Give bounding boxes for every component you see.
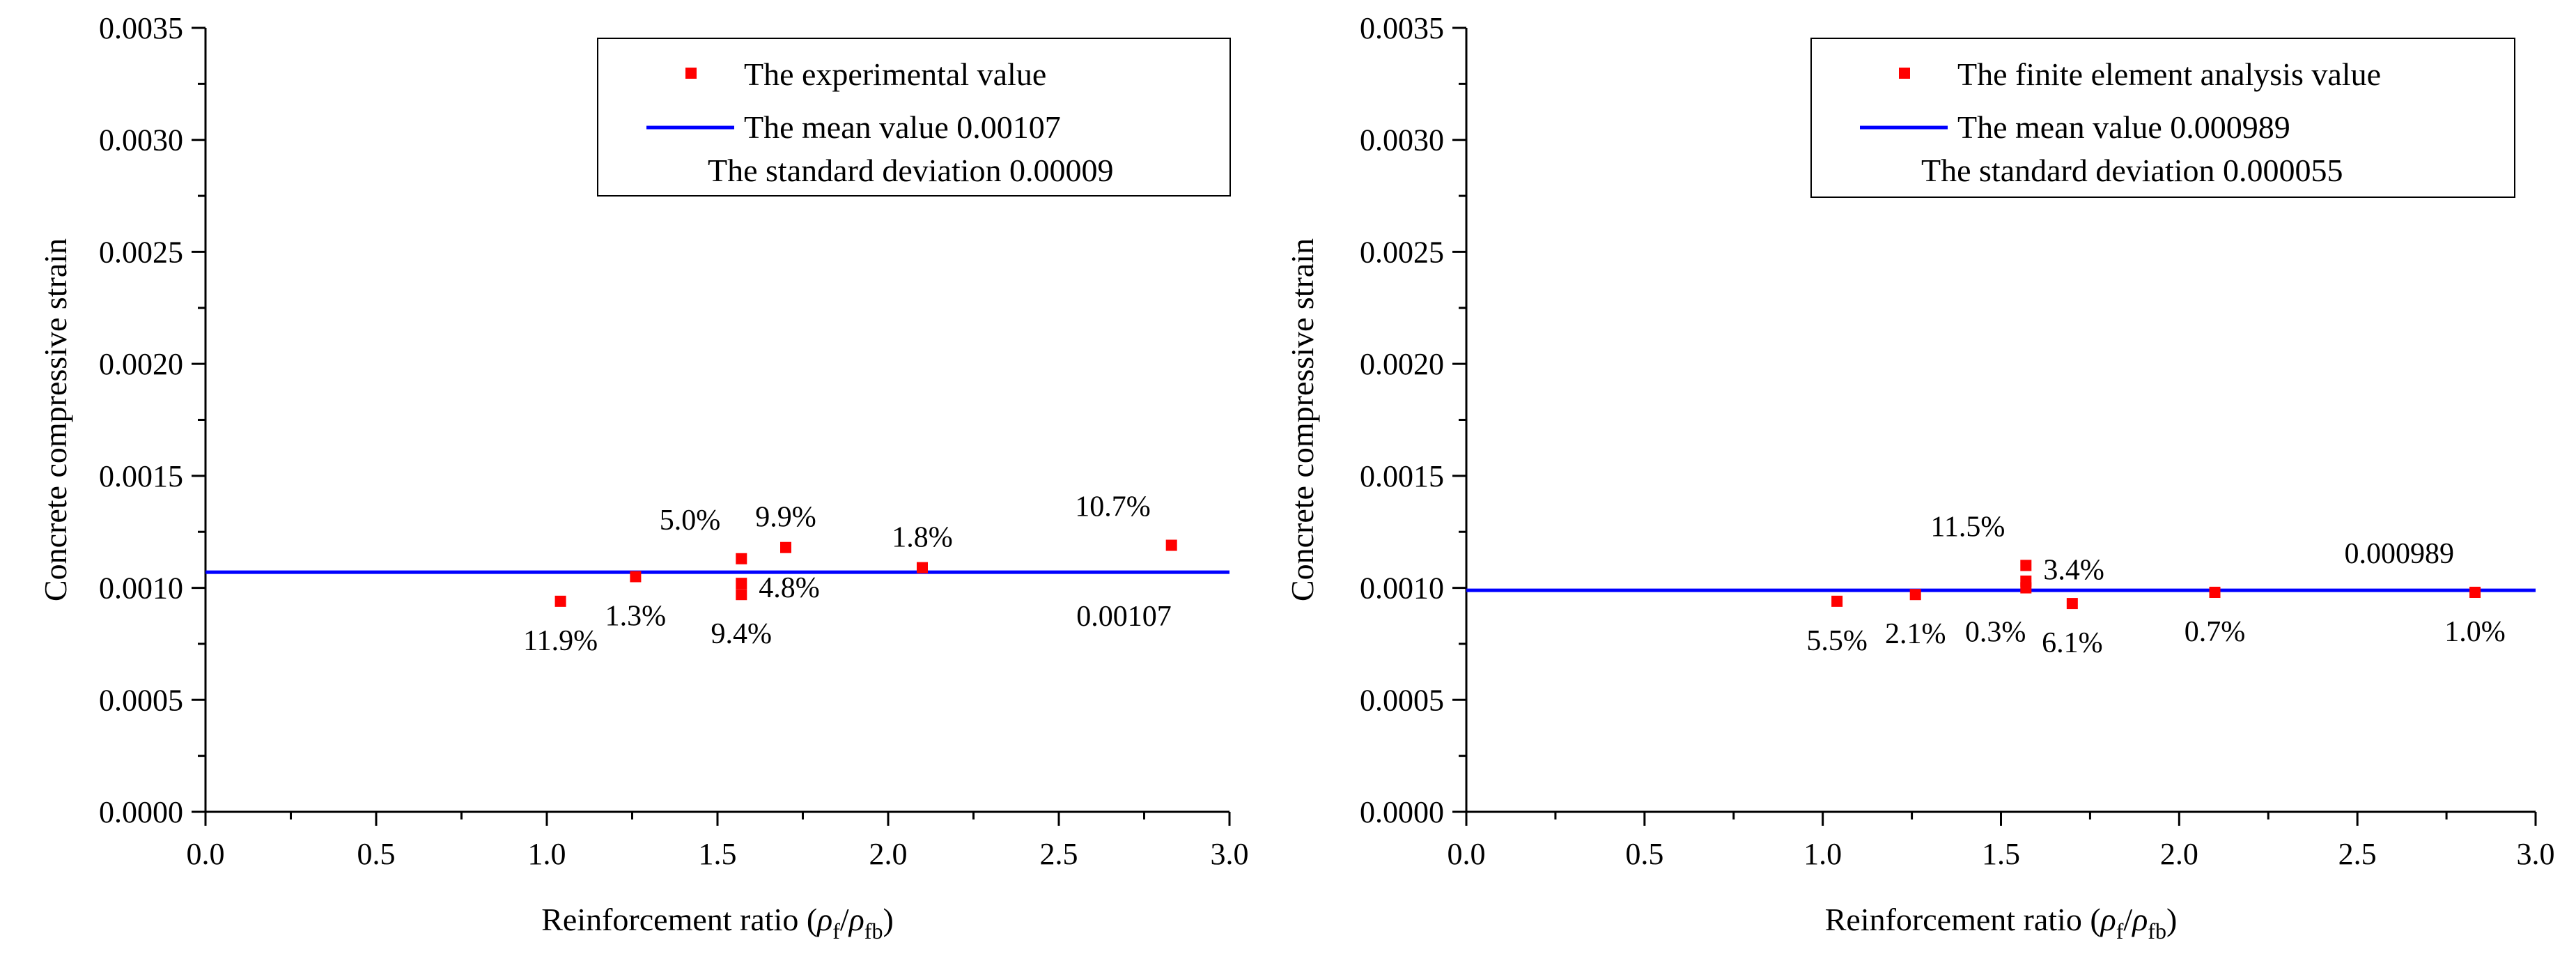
x-axis-title-part: ρ [816, 902, 832, 937]
data-annotation: 4.8% [759, 572, 820, 604]
data-annotation: 11.9% [523, 625, 598, 657]
data-annotation: 1.3% [605, 601, 667, 633]
y-tick-label: 0.0025 [99, 235, 183, 269]
legend-frame [1810, 38, 2515, 198]
x-axis-title-part: Reinforcement ratio ( [541, 902, 817, 937]
y-tick-label: 0.0035 [99, 11, 183, 45]
x-axis-title-part: ρ [2131, 902, 2148, 937]
data-annotation: 11.5% [1930, 511, 2005, 543]
data-annotation: 1.8% [892, 522, 953, 554]
data-point [736, 578, 747, 590]
y-tick-label: 0.0010 [1360, 571, 1444, 606]
data-annotation: 0.7% [2185, 616, 2246, 648]
data-point [1831, 595, 1843, 607]
x-axis-title-part: ρ [2100, 902, 2116, 937]
y-tick-label: 0.0000 [1360, 795, 1444, 829]
x-tick-label: 0.0 [1448, 837, 1486, 871]
y-tick-label: 0.0000 [99, 795, 183, 829]
legend-label-mean: The mean value 0.000989 [1957, 109, 2290, 145]
legend: The experimental value The mean value 0.0… [597, 38, 1231, 197]
data-annotation: 0.000989 [2345, 538, 2455, 570]
x-axis-title-part: fb [2148, 918, 2166, 944]
y-tick-label: 0.0005 [1360, 683, 1444, 717]
x-axis-title-part: / [2123, 902, 2132, 937]
y-tick-label: 0.0015 [99, 459, 183, 493]
x-axis-title: Reinforcement ratio (ρf/ρfb) [541, 902, 894, 944]
legend-frame [597, 38, 1231, 197]
legend-label-mean: The mean value 0.00107 [744, 109, 1061, 145]
data-point [917, 562, 928, 573]
x-tick-label: 2.5 [2338, 837, 2377, 871]
data-annotation: 10.7% [1075, 491, 1151, 523]
x-axis-title-part: ) [2166, 902, 2177, 937]
legend: The finite element analysis value The mea… [1810, 38, 2515, 198]
data-point [2469, 587, 2481, 598]
legend-label-std: The standard deviation 0.000055 [1921, 153, 2343, 188]
data-point [2209, 587, 2221, 598]
x-tick-label: 1.0 [1803, 837, 1842, 871]
y-tick-label: 0.0010 [99, 571, 183, 606]
x-tick-label: 2.5 [1040, 837, 1078, 871]
x-tick-label: 3.0 [2517, 837, 2555, 871]
legend-label-std: The standard deviation 0.00009 [708, 153, 1114, 188]
x-tick-label: 1.0 [528, 837, 566, 871]
x-axis-title-part: fb [864, 918, 883, 944]
y-tick-label: 0.0025 [1360, 235, 1444, 269]
x-axis-title-part: ρ [848, 902, 864, 937]
data-point [736, 589, 747, 601]
x-tick-label: 0.5 [1625, 837, 1663, 871]
data-point [780, 541, 791, 553]
y-tick-label: 0.0020 [99, 347, 183, 381]
data-point [2020, 560, 2032, 571]
x-tick-label: 0.5 [357, 837, 396, 871]
data-annotation: 0.3% [1965, 617, 2026, 649]
legend-label-scatter: The experimental value [744, 56, 1046, 92]
legend-marker-scatter [1899, 68, 1910, 79]
y-tick-label: 0.0005 [99, 683, 183, 717]
y-axis-title: Concrete compressive strain [38, 238, 73, 601]
data-annotation: 9.9% [755, 502, 816, 534]
data-point [2066, 598, 2078, 610]
x-tick-label: 1.5 [699, 837, 737, 871]
data-point [2020, 582, 2032, 594]
data-annotation: 0.00107 [1076, 601, 1172, 633]
x-tick-label: 1.5 [1982, 837, 2020, 871]
data-point [554, 595, 566, 607]
data-annotation: 5.5% [1806, 625, 1868, 657]
x-axis-title-part: / [840, 902, 849, 937]
data-annotation: 6.1% [2042, 627, 2103, 659]
data-annotation: 1.0% [2444, 616, 2506, 648]
data-point [736, 553, 747, 564]
x-axis-title: Reinforcement ratio (ρf/ρfb) [1825, 902, 2178, 944]
x-axis-title-part: f [2116, 918, 2124, 944]
legend-marker-scatter [685, 68, 697, 79]
x-tick-label: 2.0 [869, 837, 908, 871]
x-tick-label: 2.0 [2160, 837, 2198, 871]
data-annotation: 5.0% [660, 505, 721, 537]
data-annotation: 9.4% [711, 618, 773, 650]
chart-panel-2: 0.0 0.5 1.0 1.5 2.0 2.5 3.0 0.0000 0.0005 0.0010 0… [1285, 11, 2555, 944]
y-axis-title: Concrete compressive strain [1285, 238, 1320, 601]
x-axis-title-part: ) [883, 902, 893, 937]
x-axis-title-part: Reinforcement ratio ( [1825, 902, 2101, 937]
x-tick-label: 0.0 [187, 837, 225, 871]
x-axis-title-part: f [832, 918, 840, 944]
y-tick-label: 0.0035 [1360, 11, 1444, 45]
y-tick-label: 0.0030 [1360, 123, 1444, 157]
legend-label-scatter: The finite element analysis value [1957, 56, 2381, 92]
data-point [1909, 589, 1921, 601]
data-point [1165, 539, 1177, 551]
y-tick-label: 0.0020 [1360, 347, 1444, 381]
chart-panel-1: 0.0 0.5 1.0 1.5 2.0 2.5 3.0 0.0000 0.0005 0.0010 0… [38, 11, 1249, 944]
data-point [630, 571, 642, 583]
y-tick-label: 0.0030 [99, 123, 183, 157]
y-tick-label: 0.0015 [1360, 459, 1444, 493]
data-annotation: 3.4% [2043, 554, 2104, 586]
data-annotation: 2.1% [1885, 618, 1946, 650]
x-tick-label: 3.0 [1211, 837, 1249, 871]
